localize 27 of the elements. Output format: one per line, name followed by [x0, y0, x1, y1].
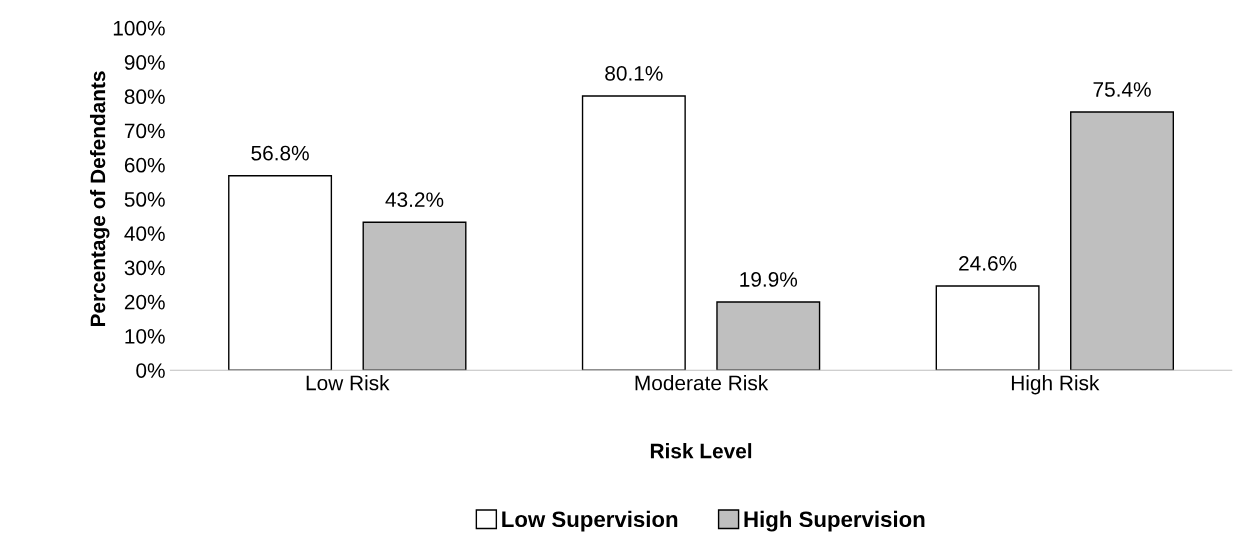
x-tick-label: Low Risk	[306, 375, 390, 391]
bar	[935, 285, 1040, 371]
bar	[228, 175, 333, 371]
x-axis-title: Risk Level	[650, 443, 752, 459]
y-axis-title: Percentage of Defendants	[89, 71, 110, 327]
y-tick-label: 60%	[124, 157, 165, 173]
bar	[581, 95, 686, 371]
y-tick-label: 10%	[125, 328, 165, 344]
y-tick-label: 70%	[124, 123, 165, 139]
data-label: 43.2%	[385, 192, 444, 208]
y-tick-label: 0%	[136, 363, 165, 378]
data-label: 19.9%	[740, 272, 798, 287]
y-tick-label: 40%	[124, 226, 165, 242]
y-tick-label: 50%	[124, 192, 165, 207]
data-label: 24.6%	[959, 255, 1017, 271]
legend-label: Low Supervision	[502, 510, 678, 532]
data-label: 75.4%	[1093, 82, 1151, 97]
y-tick-label: 30%	[124, 260, 165, 276]
y-tick-label: 20%	[124, 294, 165, 310]
data-label: 80.1%	[605, 65, 663, 81]
y-tick-label: 90%	[124, 55, 165, 70]
y-tick-label: 80%	[124, 89, 165, 105]
data-label: 56.8%	[251, 145, 309, 161]
legend-label: High Supervision	[744, 510, 925, 532]
y-tick-label: 100%	[113, 20, 165, 36]
x-tick-label: High Risk	[1011, 375, 1100, 395]
x-tick-label: Moderate Risk	[635, 375, 769, 391]
